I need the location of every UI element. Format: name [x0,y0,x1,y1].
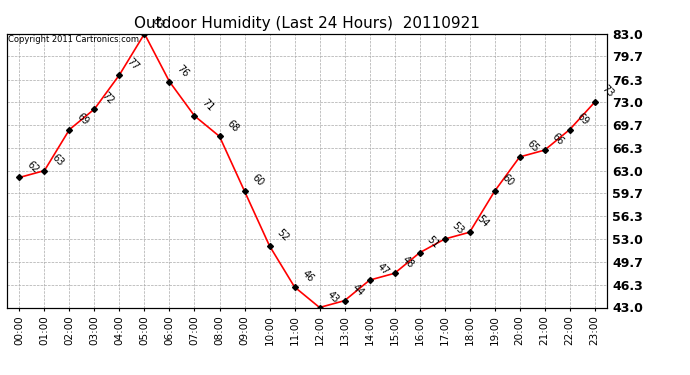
Text: 69: 69 [575,111,591,127]
Text: 83: 83 [150,15,166,31]
Text: 60: 60 [500,172,516,188]
Text: 47: 47 [375,261,391,278]
Text: 52: 52 [275,227,291,243]
Text: 72: 72 [100,90,116,106]
Text: 51: 51 [425,234,441,250]
Text: 73: 73 [600,84,616,99]
Text: 69: 69 [75,111,90,127]
Text: 46: 46 [300,268,316,284]
Text: 54: 54 [475,214,491,230]
Text: 53: 53 [450,220,466,236]
Text: 48: 48 [400,255,416,270]
Text: 71: 71 [200,97,216,113]
Text: 60: 60 [250,172,266,188]
Text: 76: 76 [175,63,191,79]
Text: 68: 68 [225,118,241,134]
Text: 65: 65 [525,138,541,154]
Text: 43: 43 [325,289,341,305]
Text: Copyright 2011 Cartronics.com: Copyright 2011 Cartronics.com [8,35,139,44]
Text: 63: 63 [50,152,66,168]
Text: 44: 44 [350,282,366,298]
Title: Outdoor Humidity (Last 24 Hours)  20110921: Outdoor Humidity (Last 24 Hours) 2011092… [134,16,480,31]
Text: 77: 77 [125,56,141,72]
Text: 66: 66 [550,132,566,147]
Text: 62: 62 [25,159,41,175]
